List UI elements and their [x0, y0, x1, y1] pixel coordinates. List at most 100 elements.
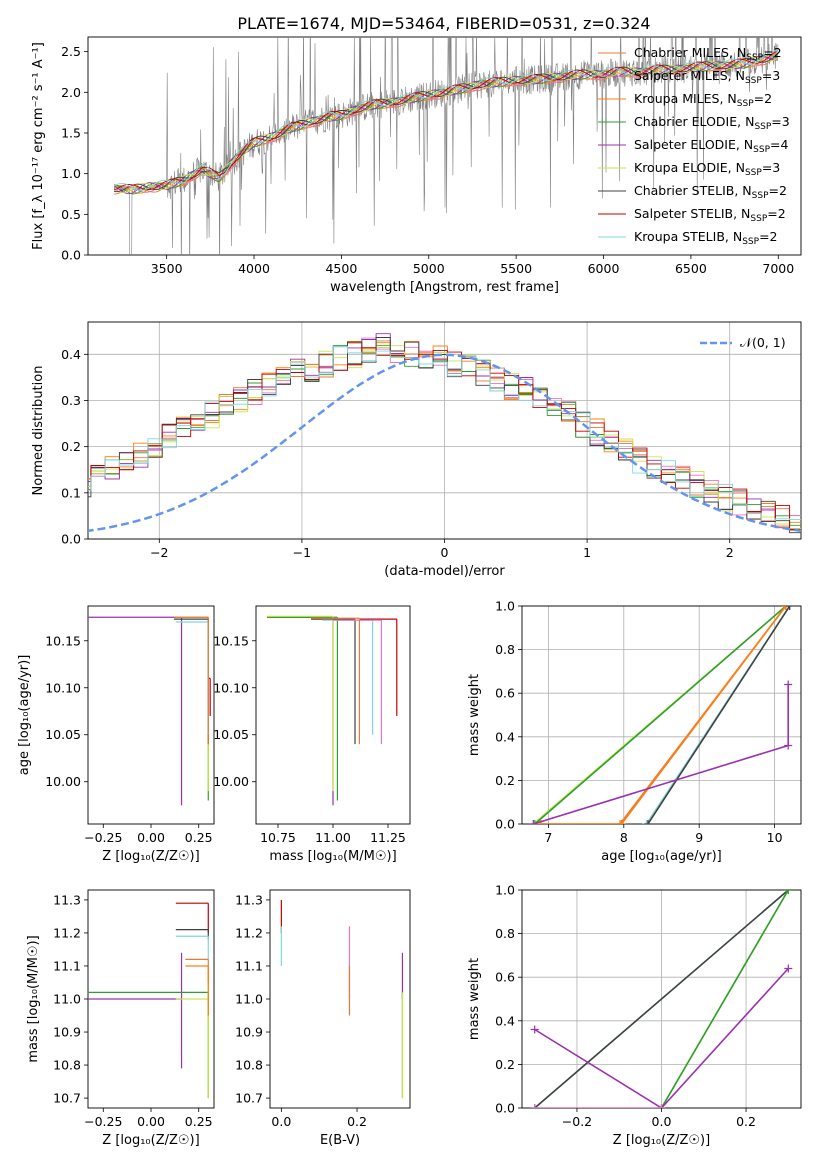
y-tick-label: 0.2: [495, 1057, 515, 1072]
y-tick-label: 0.0: [495, 1101, 515, 1116]
weight-line: [534, 606, 787, 824]
y-tick-label: 2.0: [61, 85, 81, 100]
age-vs-mass-plot: [267, 615, 398, 806]
legend-nssp: =3: [771, 114, 789, 129]
x-tick-label: 11.00: [315, 830, 351, 845]
y-tick-label: 10.8: [235, 1058, 263, 1073]
model-spectrum: [114, 50, 778, 191]
residual-histogram: [88, 347, 801, 530]
y-tick-label: 10.15: [213, 633, 249, 648]
y-tick-label: 11.1: [53, 958, 81, 973]
y-tick-label: 10.10: [213, 680, 249, 695]
legend-nssp: =2: [769, 183, 787, 198]
residuals-legend: 𝒩(0, 1): [700, 335, 786, 350]
model-spectrum: [114, 54, 778, 193]
residual-histogram: [88, 346, 801, 522]
x-tick-label: 0.25: [185, 1114, 213, 1129]
x-tick-label: −1: [293, 545, 311, 560]
legend-label: Chabrier MILES, NSSP=2: [634, 45, 782, 63]
x-axis-label: Z [log₁₀(Z/Z☉)]: [613, 1133, 710, 1148]
y-tick-label: 0.4: [495, 1013, 515, 1028]
y-tick-label: 0.0: [61, 532, 81, 547]
weight-marker: [784, 890, 793, 894]
axes-frame: [521, 605, 802, 825]
y-tick-label: 10.7: [53, 1091, 81, 1106]
weight-marker: [781, 606, 790, 610]
y-tick-label: 10.15: [45, 633, 81, 648]
y-tick-label: 1.0: [495, 599, 515, 614]
legend-nssp: =3: [762, 68, 780, 83]
weight-vs-Z-axes: −0.2 0.0 0.2 0.0 0.2 0.4 0.6 0.8 1.0 Z [log₁₀(Z/Z…: [467, 883, 802, 1148]
residual-histogram: [88, 337, 801, 527]
weight-line: [534, 890, 789, 1108]
x-tick-label: 0.00: [137, 1114, 165, 1129]
weight-marker: [784, 741, 793, 750]
x-tick-label: 1: [583, 545, 591, 560]
x-tick-label: 6500: [675, 261, 707, 276]
legend-nssp: =2: [767, 206, 785, 221]
y-tick-label: 0.8: [495, 926, 515, 941]
weight-marker: [643, 820, 652, 824]
y-tick-label: 11.0: [53, 992, 81, 1007]
legend-sub: SSP: [750, 214, 767, 224]
weight-marker: [529, 820, 538, 824]
x-tick-label: 0.00: [137, 830, 165, 845]
y-tick-label: 0.0: [495, 817, 515, 832]
age-vs-Z-axes: −0.25 0.00 0.25 10.00 10.05 10.10 10.15 Z [log₁…: [17, 605, 215, 864]
residual-histogram: [88, 333, 801, 531]
residual-histogram: [88, 345, 801, 529]
y-axis-label: mass [log₁₀(M/M☉)]: [26, 935, 41, 1062]
x-tick-label: −0.2: [562, 1114, 592, 1129]
x-axis-label: age [log₁₀(age/yr)]: [601, 849, 722, 864]
y-tick-label: 0.1: [61, 485, 81, 500]
y-axis-label: age [log₁₀(age/yr)]: [17, 655, 32, 776]
y-tick-label: 0.2: [61, 439, 81, 454]
x-tick-label: 10: [767, 830, 783, 845]
legend-sub: SSP: [745, 76, 762, 86]
y-tick-label: 10.05: [213, 727, 249, 742]
legend-nssp: =2: [763, 45, 781, 60]
axes-frame: [87, 605, 215, 825]
mass-vs-EBV-plot: [280, 899, 404, 1099]
y-tick-label: 11.0: [235, 992, 263, 1007]
y-tick-label: 0.3: [61, 393, 81, 408]
y-tick-label: 2.5: [61, 44, 81, 59]
observed-spectrum: [113, 37, 779, 255]
y-tick-label: 11.1: [235, 958, 263, 973]
x-tick-label: 3500: [151, 261, 183, 276]
x-axis-label: Z [log₁₀(Z/Z☉)]: [102, 1133, 199, 1148]
weight-marker: [657, 1104, 666, 1108]
mass-vs-Z-plot: [88, 902, 209, 1099]
legend-label: 𝒩(0, 1): [740, 335, 786, 350]
weight-marker: [784, 680, 793, 689]
weight-line: [660, 890, 789, 1108]
legend-nssp: =4: [770, 137, 788, 152]
x-tick-label: −0.25: [84, 1114, 122, 1129]
y-tick-label: 11.2: [53, 925, 81, 940]
x-tick-label: −0.25: [84, 830, 122, 845]
y-tick-label: 11.3: [53, 892, 81, 907]
y-tick-label: 11.2: [235, 925, 263, 940]
x-tick-label: 9: [695, 830, 703, 845]
x-axis-label: (data-model)/error: [384, 564, 505, 579]
legend-sub: SSP: [737, 99, 754, 109]
y-tick-label: 0.8: [495, 642, 515, 657]
weight-marker: [616, 820, 625, 824]
residuals-plot: [88, 333, 801, 534]
y-tick-label: 10.8: [53, 1058, 81, 1073]
y-tick-label: 10.05: [45, 727, 81, 742]
x-tick-label: 6000: [588, 261, 620, 276]
weight-marker: [784, 964, 793, 973]
residual-histogram: [88, 340, 801, 517]
x-tick-label: 7000: [762, 261, 794, 276]
y-tick-label: 0.6: [495, 970, 515, 985]
residual-histogram: [88, 340, 801, 527]
legend-sub: SSP: [742, 237, 759, 247]
x-tick-label: 10.75: [260, 830, 296, 845]
y-tick-label: 10.00: [213, 774, 249, 789]
legend-sub: SSP: [746, 53, 763, 63]
x-axis-label: E(B-V): [320, 1133, 360, 1148]
age-vs-mass-axes: 10.75 11.00 11.25 10.00 10.05 10.10 10.15 mass …: [213, 605, 411, 864]
